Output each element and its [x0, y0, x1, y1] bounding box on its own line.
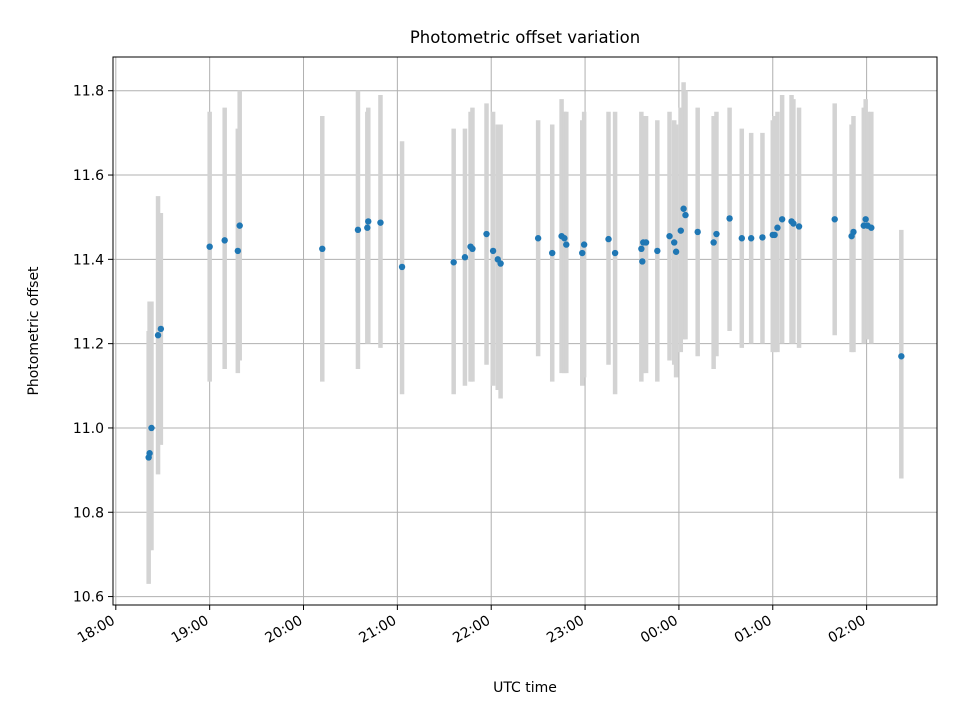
data-point-49: [759, 234, 766, 241]
data-point-15: [450, 259, 457, 266]
data-point-27: [563, 241, 570, 248]
data-point-11: [364, 224, 371, 231]
data-point-23: [534, 235, 542, 242]
data-point-52: [774, 224, 781, 231]
plot-frame: [112, 56, 938, 606]
data-point-26: [561, 235, 568, 242]
y-axis-label: Photometric offset: [26, 266, 42, 396]
data-point-19: [483, 230, 490, 238]
data-point-28: [579, 249, 586, 257]
chart-title: Photometric offset variation: [410, 28, 640, 47]
data-point-7: [234, 247, 242, 255]
data-point-2: [148, 424, 155, 432]
data-point-47: [738, 235, 745, 242]
data-point-30: [605, 235, 612, 243]
data-point-55: [790, 220, 797, 227]
data-point-12: [365, 218, 372, 225]
data-point-48: [747, 235, 755, 242]
data-point-6: [221, 237, 228, 244]
data-point-5: [206, 243, 213, 250]
data-point-41: [680, 205, 687, 212]
data-point-63: [868, 224, 875, 231]
data-point-8: [236, 222, 243, 229]
data-point-61: [862, 216, 869, 223]
data-point-4: [157, 325, 165, 333]
data-point-43: [694, 228, 701, 236]
y-tick-label-1: 10.8: [73, 505, 104, 521]
data-point-35: [642, 239, 650, 246]
data-point-40: [677, 227, 684, 234]
data-point-42: [682, 211, 689, 219]
data-point-32: [638, 245, 645, 252]
data-point-56: [795, 223, 803, 230]
x-axis-label: UTC time: [493, 680, 557, 696]
data-point-57: [831, 216, 838, 223]
data-point-20: [489, 247, 497, 255]
data-point-46: [726, 215, 733, 222]
data-point-31: [611, 249, 619, 257]
data-point-29: [580, 241, 588, 248]
data-point-3: [154, 332, 162, 339]
data-point-44: [710, 239, 717, 246]
data-points: [145, 205, 905, 461]
data-point-22: [497, 260, 504, 267]
data-point-33: [639, 258, 646, 265]
data-point-59: [850, 228, 857, 236]
y-tick-label-2: 11.0: [73, 421, 104, 437]
data-point-14: [398, 263, 406, 271]
y-tick-label-6: 11.8: [73, 84, 104, 100]
data-point-53: [778, 216, 786, 223]
data-point-16: [461, 254, 469, 261]
data-point-36: [654, 247, 661, 255]
data-point-1: [146, 450, 153, 457]
y-axis-ticks: 10.6 10.8 11.0 11.2 11.4 11.6 11.8: [73, 84, 113, 606]
data-point-51: [771, 231, 778, 239]
y-tick-label-0: 10.6: [73, 590, 104, 606]
data-point-10: [354, 226, 362, 234]
data-point-13: [377, 219, 384, 226]
data-point-24: [549, 249, 556, 257]
data-point-18: [469, 245, 476, 252]
data-point-37: [666, 232, 673, 240]
data-point-45: [713, 230, 720, 238]
data-point-38: [671, 239, 678, 246]
y-tick-label-5: 11.6: [73, 168, 104, 184]
data-point-9: [319, 245, 326, 252]
y-tick-label-3: 11.2: [73, 337, 104, 353]
data-point-39: [672, 248, 680, 255]
y-tick-label-4: 11.4: [73, 252, 104, 268]
data-point-64: [898, 353, 905, 360]
